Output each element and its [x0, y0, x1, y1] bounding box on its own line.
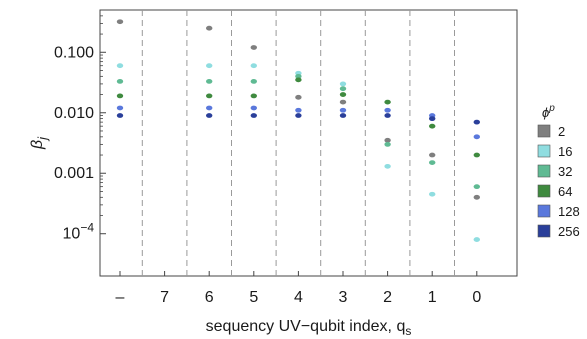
point-series-64-2 — [206, 93, 213, 99]
legend-label-128: 128 — [558, 204, 580, 219]
y-tick-label: 10−4 — [63, 221, 95, 243]
point-series-2-3 — [250, 45, 257, 50]
x-tick-label: 7 — [160, 289, 169, 306]
legend-label-16: 16 — [558, 144, 572, 159]
point-series-128-4 — [295, 107, 302, 113]
point-series-128-2 — [206, 105, 213, 111]
point-series-2-5 — [339, 99, 347, 105]
legend-label-2: 2 — [558, 124, 565, 139]
legend-title: ϕp — [542, 103, 555, 120]
x-tick-label: 3 — [339, 289, 348, 306]
point-series-32-7 — [429, 160, 436, 165]
legend-swatch-128 — [537, 204, 551, 218]
point-series-64-6 — [384, 99, 391, 105]
x-axis-title: sequency UV−qubit index, qs — [206, 318, 412, 338]
plot-frame — [99, 9, 518, 277]
point-series-64-4 — [295, 77, 302, 83]
point-series-128-3 — [250, 105, 257, 111]
point-series-32-6 — [384, 141, 391, 147]
point-series-64-8 — [473, 152, 480, 158]
legend-swatch-64 — [537, 184, 551, 198]
point-series-2-7 — [429, 152, 436, 158]
point-series-32-3 — [250, 78, 257, 84]
point-series-256-0 — [116, 113, 124, 118]
legend-label-256: 256 — [558, 224, 580, 239]
point-series-2-0 — [116, 19, 124, 25]
point-series-2-8 — [473, 194, 480, 200]
point-series-16-8 — [473, 237, 480, 242]
point-series-2-4 — [295, 94, 302, 100]
y-tick-label: 0.010 — [54, 105, 94, 122]
point-series-16-5 — [339, 81, 347, 87]
legend-swatch-2 — [537, 124, 551, 138]
point-series-256-4 — [295, 113, 302, 118]
legend-swatch-16 — [537, 144, 551, 158]
point-series-16-6 — [384, 163, 391, 169]
point-series-32-5 — [339, 86, 347, 92]
x-tick-label: 1 — [428, 289, 437, 306]
y-tick-label: 0.001 — [54, 165, 94, 182]
point-series-32-8 — [473, 184, 480, 190]
point-series-64-3 — [250, 93, 257, 99]
y-axis-title: βj — [29, 136, 50, 150]
point-series-256-5 — [339, 113, 347, 118]
point-series-2-6 — [384, 137, 391, 143]
point-series-128-6 — [384, 107, 391, 113]
x-tick-label: 2 — [383, 289, 392, 306]
point-series-2-2 — [206, 25, 213, 31]
point-series-128-0 — [116, 105, 124, 111]
point-series-16-2 — [206, 63, 213, 69]
x-tick-label: 6 — [205, 289, 214, 306]
point-series-16-3 — [250, 63, 257, 69]
point-series-16-7 — [429, 191, 436, 197]
point-series-128-8 — [473, 134, 480, 140]
point-series-32-4 — [295, 73, 302, 79]
point-series-256-7 — [429, 116, 436, 122]
point-series-32-0 — [116, 78, 124, 84]
legend-label-64: 64 — [558, 184, 572, 199]
point-series-64-5 — [339, 92, 347, 97]
point-series-32-2 — [206, 78, 213, 84]
point-series-256-2 — [206, 113, 213, 118]
point-series-16-0 — [116, 63, 124, 69]
x-tick-label: 0 — [472, 289, 481, 306]
y-tick-label: 0.100 — [54, 44, 94, 61]
point-series-256-6 — [384, 113, 391, 118]
x-tick-label: 4 — [294, 289, 303, 306]
x-tick-label: – — [116, 289, 125, 306]
point-series-128-5 — [339, 107, 347, 113]
point-series-64-7 — [429, 123, 436, 129]
point-series-256-3 — [250, 113, 257, 118]
legend-swatch-32 — [537, 164, 551, 178]
point-series-256-8 — [473, 119, 480, 125]
legend-label-32: 32 — [558, 164, 572, 179]
point-series-64-0 — [116, 93, 124, 99]
x-tick-label: 5 — [249, 289, 258, 306]
legend-swatch-256 — [537, 224, 551, 238]
